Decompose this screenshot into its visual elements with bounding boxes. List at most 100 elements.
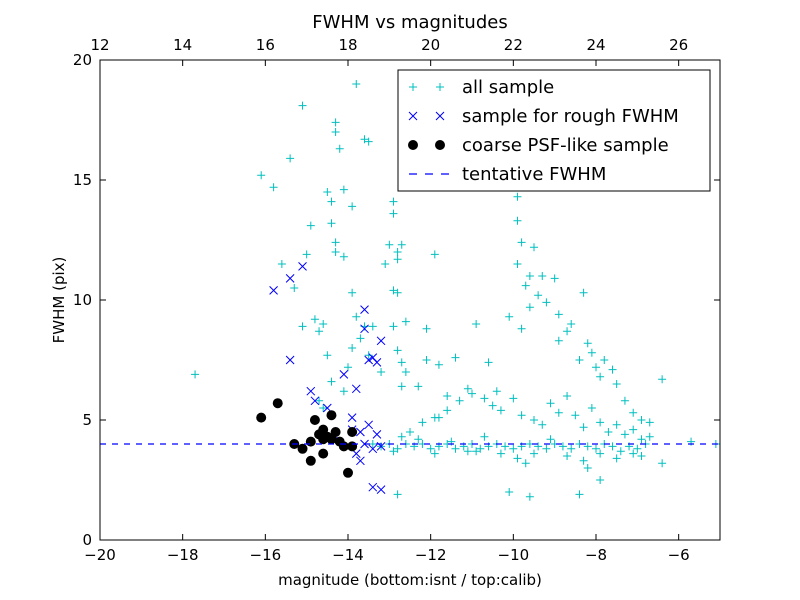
all-sample-point (645, 432, 654, 441)
x-axis-label: magnitude (bottom:isnt / top:calib) (278, 571, 542, 589)
all-sample-point (331, 248, 340, 256)
rough-sample-point (360, 305, 369, 314)
rough-sample-point (269, 286, 278, 295)
all-sample-point (583, 442, 592, 451)
legend-marker-rough-sample (435, 111, 445, 121)
all-sample-point (534, 291, 543, 300)
all-sample-point (530, 449, 538, 458)
all-sample-point (472, 320, 481, 328)
all-sample-point (356, 334, 365, 343)
all-sample-point (554, 336, 563, 345)
all-sample-point (513, 454, 522, 463)
rough-sample-point (285, 355, 295, 365)
rough-sample-point (356, 427, 365, 437)
all-sample-point (348, 344, 357, 352)
all-sample-point (455, 396, 464, 405)
all-sample-point (364, 351, 373, 360)
all-sample-point (315, 327, 324, 336)
all-sample-point (579, 456, 588, 465)
all-sample-point (430, 449, 439, 458)
all-sample-point (567, 320, 576, 328)
all-sample-point (629, 449, 638, 458)
all-sample-point (563, 452, 572, 460)
plot-area (100, 80, 720, 501)
all-sample-point (430, 250, 439, 259)
rough-sample-point (298, 262, 307, 271)
all-sample-point (393, 288, 402, 297)
rough-sample-point (310, 396, 320, 406)
y-tick-label: 15 (73, 171, 92, 189)
all-sample-point (368, 322, 377, 331)
all-sample-point (587, 348, 596, 357)
all-sample-point (554, 408, 563, 417)
psf-sample-point (256, 412, 267, 423)
x-tick-label: −10 (498, 546, 530, 564)
x-tick-label: −18 (167, 546, 199, 564)
all-sample-point (397, 358, 406, 367)
all-sample-point (563, 392, 572, 400)
all-sample-point (422, 324, 431, 333)
all-sample-point (604, 428, 613, 436)
y-axis-label: FWHM (pix) (50, 257, 68, 344)
all-sample-point (393, 490, 402, 499)
all-sample-point (331, 238, 340, 247)
psf-sample-point (309, 415, 320, 425)
all-sample-point (348, 288, 357, 297)
y-tick-label: 0 (82, 531, 92, 549)
all-sample-point (302, 250, 311, 259)
psf-sample-point (347, 441, 358, 452)
all-sample-point (530, 243, 538, 252)
all-sample-point (298, 322, 307, 331)
legend-marker-psf-sample (435, 140, 445, 150)
axis-ticks: −20 −18 −16 −14 −12 −10 −8 −6 12 14 16 18 20 22 24 26 0 5… (73, 36, 720, 564)
all-sample-point (191, 370, 200, 379)
all-sample-point (596, 476, 605, 484)
all-sample-point (323, 351, 332, 360)
psf-sample-point (297, 443, 308, 454)
chart-title: FWHM vs magnitudes (312, 12, 507, 33)
all-sample-point (426, 444, 435, 453)
all-sample-point (451, 444, 460, 453)
all-sample-point (397, 382, 406, 391)
all-sample-point (521, 459, 530, 468)
rough-sample-point (376, 336, 386, 346)
all-sample-point (319, 320, 328, 328)
all-sample-point (310, 315, 319, 324)
all-sample-point (286, 154, 295, 163)
all-sample-point (579, 288, 588, 297)
x-tick-label: −20 (84, 546, 116, 564)
all-sample-point (596, 372, 605, 381)
rough-sample-point (285, 274, 295, 283)
all-sample-point (616, 447, 625, 456)
all-sample-point (550, 274, 559, 283)
all-sample-point (480, 432, 489, 441)
all-sample-point (306, 221, 315, 230)
all-sample-point (546, 399, 555, 408)
all-sample-point (658, 375, 667, 384)
all-sample-point (393, 346, 402, 355)
rough-sample-point (364, 420, 374, 430)
rough-sample-point (372, 430, 382, 439)
all-sample-point (389, 197, 398, 206)
all-sample-point (389, 447, 398, 456)
all-sample-point (368, 440, 377, 448)
all-sample-point (600, 356, 609, 364)
y-tick-label: 5 (82, 411, 92, 429)
all-sample-point (414, 435, 423, 444)
all-sample-point (335, 144, 344, 153)
all-sample-point (381, 260, 390, 268)
all-sample-point (575, 356, 584, 364)
all-sample-point (525, 492, 534, 501)
all-sample-point (521, 281, 530, 290)
legend-label-rough-sample: sample for rough FWHM (462, 106, 679, 127)
all-sample-point (509, 394, 518, 403)
all-sample-point (501, 442, 510, 451)
legend-marker-all-sample (409, 83, 417, 91)
top-x-tick-label: 18 (338, 36, 357, 54)
all-sample-point (315, 396, 324, 405)
rough-sample-point (351, 384, 361, 394)
top-x-tick-label: 22 (504, 36, 523, 54)
all-sample-point (277, 260, 286, 268)
all-sample-point (480, 394, 489, 403)
all-sample-point (612, 420, 621, 429)
